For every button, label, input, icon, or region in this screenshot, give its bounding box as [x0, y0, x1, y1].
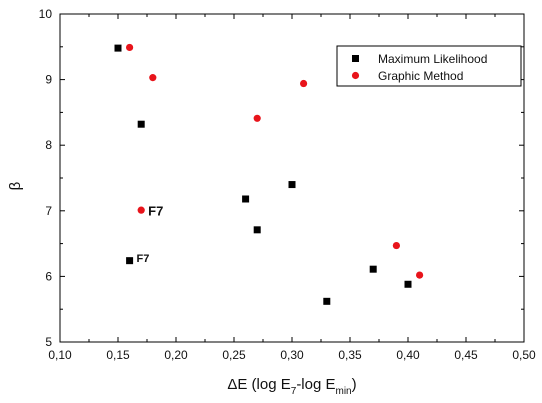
annotation-label: F7	[148, 203, 163, 218]
legend: Maximum Likelihood Graphic Method	[336, 45, 522, 87]
y-tick-label: 5	[45, 335, 52, 349]
legend-marker-maximum-likelihood	[352, 55, 359, 62]
y-axis-title: β	[7, 181, 24, 190]
x-tick-label: 0,15	[106, 348, 130, 362]
data-point-maximum-likelihood	[114, 44, 122, 52]
data-points	[114, 43, 424, 305]
data-point-graphic-method	[149, 74, 157, 82]
annotations: F7 F7	[137, 203, 164, 265]
y-tick-label: 10	[39, 7, 53, 21]
data-point-maximum-likelihood	[253, 226, 261, 234]
data-point-maximum-likelihood	[323, 297, 331, 305]
x-tick-label: 0,25	[222, 348, 246, 362]
data-point-graphic-method	[300, 79, 308, 88]
legend-marker-graphic-method	[351, 71, 360, 80]
legend-box	[336, 45, 522, 87]
y-tick-label: 8	[45, 138, 52, 152]
data-point-maximum-likelihood	[126, 257, 134, 265]
data-point-graphic-method	[137, 206, 145, 214]
data-point-maximum-likelihood	[137, 120, 145, 128]
x-tick-label: 0,45	[454, 348, 478, 362]
legend-label-graphic-method: Graphic Method	[378, 69, 463, 83]
data-point-maximum-likelihood	[288, 181, 296, 189]
data-point-maximum-likelihood	[369, 265, 377, 273]
x-tick-label: 0,35	[338, 348, 362, 362]
data-point-graphic-method	[253, 114, 261, 122]
legend-label-maximum-likelihood: Maximum Likelihood	[378, 52, 487, 66]
x-axis-title: ΔE (log E7-log Emin)	[227, 376, 356, 397]
data-point-graphic-method	[392, 241, 400, 250]
axis-ticks: 0,10 0,15 0,20 0,25 0,30 0,35 0,40 0,45 0,50 5 6 7 8…	[39, 7, 536, 362]
x-tick-label: 0,40	[396, 348, 420, 362]
y-tick-label: 6	[45, 269, 52, 283]
y-tick-label: 9	[45, 73, 52, 87]
annotation-label: F7	[137, 253, 150, 265]
data-point-graphic-method	[126, 43, 134, 52]
data-point-maximum-likelihood	[242, 195, 250, 203]
x-tick-label: 0,10	[48, 348, 72, 362]
y-tick-label: 7	[45, 204, 52, 218]
x-tick-label: 0,50	[512, 348, 536, 362]
data-point-graphic-method	[416, 271, 424, 279]
x-tick-label: 0,20	[164, 348, 188, 362]
x-tick-label: 0,30	[280, 348, 304, 362]
data-point-maximum-likelihood	[404, 280, 412, 288]
